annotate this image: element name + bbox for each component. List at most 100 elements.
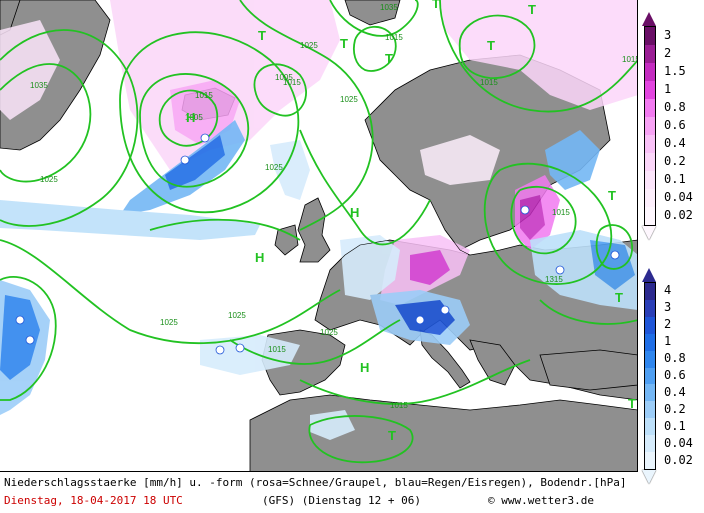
isobar-line [0, 276, 57, 401]
legend-label: 1 [664, 334, 672, 349]
isobar-line [158, 89, 218, 147]
isobar-line [299, 359, 531, 405]
low-pressure-center: T [615, 290, 623, 305]
isobar-line [595, 224, 633, 270]
snow-precipitation [0, 0, 637, 305]
legend-color-cell [645, 350, 655, 368]
rain-legend: 4 3 2 1 0.8 0.6 0.4 0.2 0.1 0.04 0.02 [640, 268, 704, 486]
legend-label: 0.6 [664, 118, 686, 132]
high-pressure-center: H [186, 110, 195, 125]
legend-label: 0.02 [664, 452, 693, 467]
legend-label: 3 [664, 300, 672, 315]
isobar-line [149, 218, 301, 241]
high-pressure-center: H [360, 360, 369, 375]
low-pressure-center: T [487, 38, 495, 53]
legend-label: 0.2 [664, 154, 686, 168]
legend-arrow-up-icon [642, 268, 656, 282]
isobar-line [299, 129, 431, 246]
isobar-label: 1315 [545, 275, 563, 284]
legend-color-cell [645, 452, 655, 469]
legend-color-cell [645, 189, 655, 207]
isobar-line [458, 14, 536, 79]
legend-color-cell [645, 418, 655, 436]
legend-color-cell [645, 135, 655, 153]
legend-color-cell [645, 153, 655, 171]
isobar-line [0, 29, 139, 227]
isobar-line [253, 63, 307, 117]
low-pressure-center: T [340, 36, 348, 51]
isobar-label: 1015 [622, 55, 638, 64]
map-title: Niederschlagsstaerke [mm/h] u. -form (ro… [4, 476, 627, 489]
legend-color-cell [645, 316, 655, 334]
legend-label: 0.1 [664, 418, 686, 433]
legend-label: 1 [664, 82, 672, 96]
snow-legend: 3 2 1.5 1 0.8 0.6 0.4 0.2 0.1 0.04 0.02 [640, 12, 704, 244]
legend-color-cell [645, 99, 655, 117]
isobar-label: 1015 [390, 401, 408, 410]
model-run: (GFS) (Dienstag 12 + 06) [262, 494, 421, 507]
legend-arrow-down-icon [642, 470, 656, 484]
legend-color-cell [645, 299, 655, 317]
legend-color-cell [645, 435, 655, 453]
legend-color-cell [645, 367, 655, 385]
legend-label: 0.02 [664, 208, 693, 222]
legend-color-cell [645, 27, 655, 45]
forecast-date: Dienstag, 18-04-2017 18 UTC [4, 494, 183, 507]
pressure-center-layer: H H H T T T T T T T T T T H [186, 0, 636, 443]
land-ireland [274, 224, 299, 256]
isobar-line [239, 0, 374, 231]
isobar-label: 1015 [268, 345, 286, 354]
legend-label: 0.6 [664, 368, 686, 382]
isobar-line [352, 25, 397, 72]
isobar-line [510, 185, 577, 255]
isobar-layer [0, 0, 637, 464]
legend-label: 0.04 [664, 190, 693, 204]
weather-map: 1035 1025 1015 1005 1025 1015 1025 1035 1005 1015… [0, 0, 638, 472]
rain-color-bar [644, 282, 656, 470]
high-pressure-center: H [255, 250, 264, 265]
land-balkans [469, 339, 516, 386]
isobar-line [0, 63, 92, 183]
legend-color-cell [645, 384, 655, 402]
legend-label: 1.5 [664, 64, 686, 78]
isobar-label: 1025 [160, 318, 178, 327]
legend-color-cell [645, 207, 655, 225]
low-pressure-center: T [628, 396, 636, 411]
land-turkey [539, 349, 637, 391]
isobar-line [229, 319, 401, 365]
legend-label: 0.8 [664, 100, 686, 114]
legend-label: 0.1 [664, 172, 686, 186]
legend-label: 0.4 [664, 136, 686, 150]
isobar-label: 1025 [228, 311, 246, 320]
isobar-label: 1015 [283, 78, 301, 87]
low-pressure-center: T [608, 188, 616, 203]
source-credit[interactable]: © www.wetter3.de [488, 494, 594, 507]
map-footer: Niederschlagsstaerke [mm/h] u. -form (ro… [0, 472, 638, 513]
isobar-label-layer: 1035102510151005102510151025103510051015… [30, 3, 638, 410]
legend-color-cell [645, 283, 655, 300]
legend-label: 0.8 [664, 351, 686, 366]
legend-color-cell [645, 45, 655, 63]
isobar-line [308, 415, 414, 464]
legend-color-cell [645, 81, 655, 99]
isobar-label: 1025 [40, 175, 58, 184]
isobar-label: 1015 [385, 33, 403, 42]
isobar-line [119, 31, 300, 214]
isobar-line [483, 162, 613, 285]
isobar-label: 1015 [195, 91, 213, 100]
isobar-line [329, 0, 419, 37]
precip-markers [15, 133, 620, 355]
legend-arrow-down-icon [642, 226, 656, 240]
low-pressure-center: T [388, 428, 396, 443]
isobar-label: 1025 [320, 328, 338, 337]
land-svalbard [344, 0, 401, 26]
legend-label: 0.2 [664, 401, 686, 416]
low-pressure-center: T [528, 2, 536, 17]
isobar-label: 1015 [480, 78, 498, 87]
isobar-label: 1005 [185, 113, 203, 122]
legend-label: 4 [664, 283, 672, 298]
isobar-line [539, 299, 637, 325]
isobar-label: 1035 [30, 81, 48, 90]
legend-label: 2 [664, 317, 672, 332]
low-pressure-center: T [258, 28, 266, 43]
